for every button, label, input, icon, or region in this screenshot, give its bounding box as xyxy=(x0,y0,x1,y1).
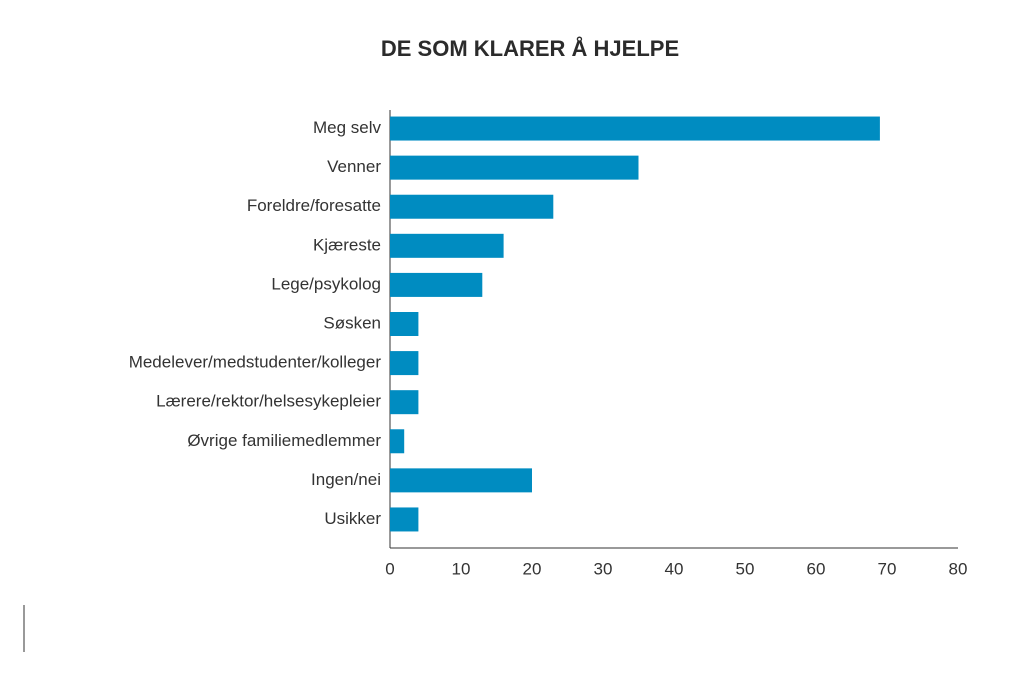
y-tick-label: Lærere/rektor/helsesykepleier xyxy=(156,392,381,411)
x-tick-label: 50 xyxy=(736,559,755,578)
x-tick-label: 60 xyxy=(807,559,826,578)
bar xyxy=(390,194,554,219)
bar xyxy=(390,272,483,297)
x-tick-label: 20 xyxy=(523,559,542,578)
y-tick-label: Medelever/medstudenter/kolleger xyxy=(129,353,382,372)
bar xyxy=(390,390,419,415)
bar xyxy=(390,351,419,376)
y-tick-label: Foreldre/foresatte xyxy=(247,196,381,215)
y-tick-label: Kjæreste xyxy=(313,235,381,254)
bar xyxy=(390,429,405,454)
y-tick-label: Lege/psykolog xyxy=(271,274,381,293)
y-tick-label: Øvrige familiemedlemmer xyxy=(187,431,381,450)
chart-title: DE SOM KLARER Å HJELPE xyxy=(381,35,679,61)
y-tick-label: Usikker xyxy=(324,509,381,528)
y-tick-label: Venner xyxy=(327,157,381,176)
bar xyxy=(390,155,639,180)
x-tick-label: 10 xyxy=(452,559,471,578)
x-tick-label: 30 xyxy=(594,559,613,578)
x-tick-label: 0 xyxy=(385,559,394,578)
bar xyxy=(390,468,532,493)
bar xyxy=(390,116,880,141)
y-tick-label: Ingen/nei xyxy=(311,470,381,489)
x-tick-label: 40 xyxy=(665,559,684,578)
bar xyxy=(390,233,504,258)
x-tick-label: 70 xyxy=(878,559,897,578)
y-tick-label: Søsken xyxy=(323,313,381,332)
y-tick-label: Meg selv xyxy=(313,118,382,137)
bar xyxy=(390,507,419,532)
bar xyxy=(390,312,419,336)
x-tick-label: 80 xyxy=(949,559,968,578)
